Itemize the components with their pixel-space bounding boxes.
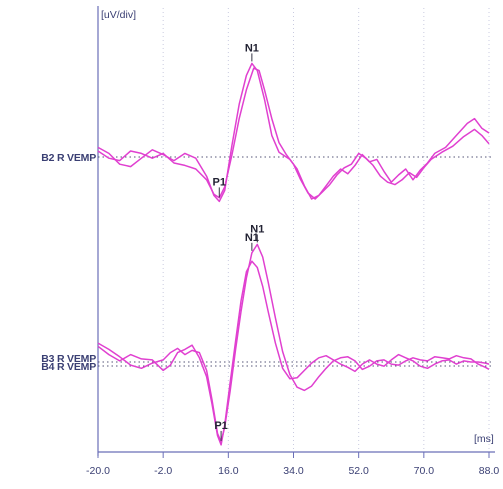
trace-label: B3 R VEMP — [41, 353, 96, 365]
x-tick-label: 34.0 — [283, 465, 304, 477]
trace-line — [97, 243, 490, 443]
peak-label: P1 — [213, 176, 226, 188]
trace-label: B4 R VEMP — [41, 361, 96, 373]
x-tick-label: 70.0 — [414, 465, 435, 477]
x-tick-label: 16.0 — [218, 465, 239, 477]
y-unit-label: [uV/div] — [101, 9, 136, 21]
trace-line — [97, 260, 490, 446]
x-tick-label: 88.0 — [479, 465, 500, 477]
trace-line — [97, 67, 490, 200]
trace-label: B2 R VEMP — [41, 152, 96, 164]
peak-label: P1 — [214, 420, 227, 432]
peak-label: N1 — [245, 42, 259, 54]
x-unit-label: [ms] — [474, 433, 494, 445]
peak-label: N1 — [245, 232, 259, 244]
x-tick-label: -2.0 — [154, 465, 172, 477]
x-tick-label: -20.0 — [86, 465, 110, 477]
peak-label: N1 — [250, 223, 264, 235]
x-tick-label: 52.0 — [348, 465, 369, 477]
